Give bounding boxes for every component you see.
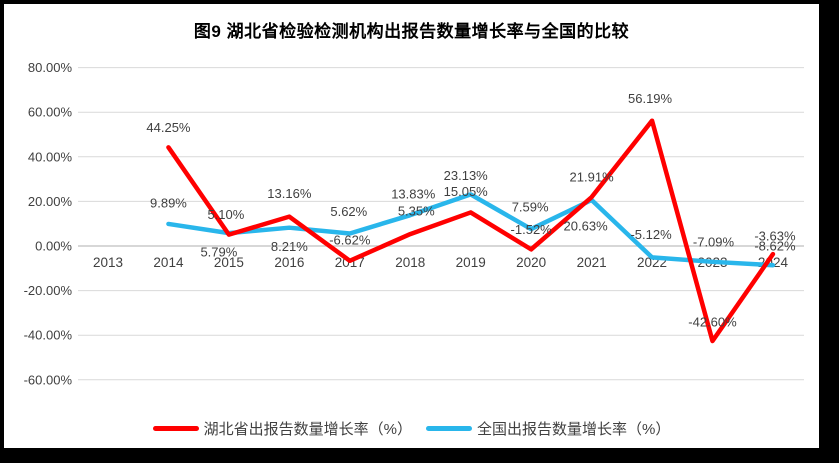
- plot-area: 80.00% 60.00% 40.00% 20.00% 0.00% -20.00% -40.…: [24, 60, 804, 387]
- data-label: 56.19%: [628, 91, 673, 106]
- chart-canvas: 图9 湖北省检验检测机构出报告数量增长率与全国的比较 80.00% 60.00% 4…: [4, 4, 819, 448]
- data-label: -1.52%: [511, 222, 553, 237]
- data-label: 9.89%: [150, 195, 187, 210]
- x-tick-label: 2020: [516, 255, 546, 270]
- y-tick-label: 40.00%: [28, 149, 73, 164]
- national-line-swatch: [426, 426, 472, 431]
- data-label: -6.62%: [329, 232, 371, 247]
- data-label: 21.91%: [570, 170, 615, 185]
- data-label: 5.79%: [200, 245, 237, 260]
- data-label: 5.62%: [330, 204, 367, 219]
- x-tick-label: 2016: [274, 255, 304, 270]
- legend-label-national: 全国出报告数量增长率（%）: [477, 421, 671, 438]
- data-label: 5.10%: [207, 207, 244, 222]
- y-tick-label: 20.00%: [28, 194, 73, 209]
- y-tick-label: 80.00%: [28, 60, 73, 75]
- x-tick-label: 2019: [456, 255, 486, 270]
- y-tick-label: -40.00%: [24, 328, 73, 343]
- y-tick-label: -20.00%: [24, 283, 73, 298]
- hubei-series-line: [166, 118, 776, 344]
- legend-item-national: 全国出报告数量增长率（%）: [426, 418, 670, 439]
- legend-label-hubei: 湖北省出报告数量增长率（%）: [203, 421, 412, 438]
- data-label: 7.59%: [512, 200, 549, 215]
- data-label: 13.83%: [391, 187, 436, 202]
- data-label: 13.16%: [267, 186, 312, 201]
- data-label: 5.35%: [398, 204, 435, 219]
- data-label: -5.12%: [630, 227, 672, 242]
- data-label: 20.63%: [564, 218, 609, 233]
- x-tick-label: 2015: [214, 255, 244, 270]
- x-tick-label: 2018: [395, 255, 425, 270]
- data-label: -7.09%: [693, 234, 735, 249]
- data-label: -42.60%: [688, 314, 737, 329]
- national-series-line: [166, 192, 776, 268]
- chart-title: 图9 湖北省检验检测机构出报告数量增长率与全国的比较: [193, 22, 630, 41]
- data-label: -8.62%: [754, 239, 796, 254]
- data-label: -3.63%: [754, 229, 796, 244]
- legend: 湖北省出报告数量增长率（%） 全国出报告数量增长率（%）: [4, 418, 819, 439]
- y-tick-label: -60.00%: [24, 372, 73, 387]
- y-tick-label: 60.00%: [28, 105, 73, 120]
- legend-item-hubei: 湖北省出报告数量增长率（%）: [152, 418, 412, 439]
- x-tick-label: 2021: [577, 255, 607, 270]
- data-label: 44.25%: [146, 120, 191, 135]
- data-label: 15.05%: [444, 184, 489, 199]
- y-tick-label: 0.00%: [35, 239, 72, 254]
- data-label: 23.13%: [444, 168, 489, 183]
- data-label: 8.21%: [271, 239, 308, 254]
- hubei-line-swatch: [152, 426, 199, 431]
- x-tick-label: 2014: [153, 255, 184, 270]
- x-tick-label: 2013: [93, 255, 123, 270]
